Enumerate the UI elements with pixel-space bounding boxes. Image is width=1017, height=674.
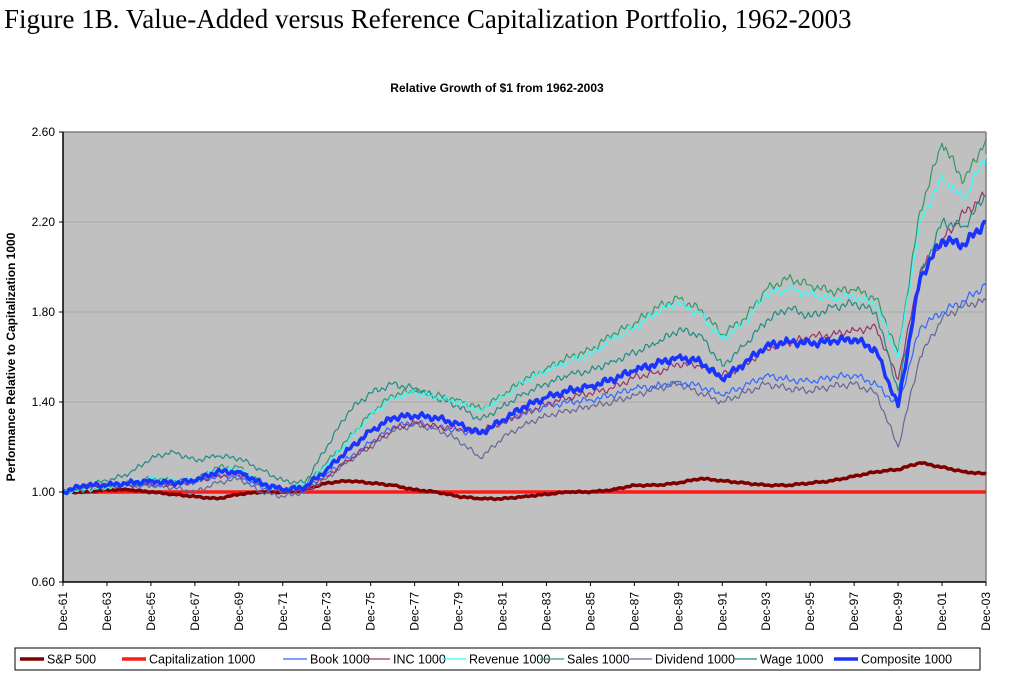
- y-tick-label: 2.60: [32, 125, 56, 139]
- series-line-inc-1000: [62, 191, 987, 495]
- x-tick-label: Dec-93: [759, 592, 773, 631]
- x-tick-label: Dec-73: [320, 592, 334, 631]
- y-tick-label: 1.80: [32, 305, 56, 319]
- y-tick-label: 1.00: [32, 485, 56, 499]
- x-tick-label: Dec-67: [188, 592, 202, 631]
- legend-label: Book 1000: [310, 653, 370, 667]
- figure-title: Figure 1B. Value-Added versus Reference …: [4, 4, 852, 34]
- y-tick-label: 0.60: [32, 575, 56, 589]
- x-tick-label: Dec-85: [583, 592, 597, 631]
- legend-label: S&P 500: [47, 653, 96, 667]
- x-tick-label: Dec-69: [232, 592, 246, 631]
- legend: S&P 500 Capitalization 1000 Book 1000 INC 1…: [20, 653, 952, 667]
- series-line-composite-1000: [62, 219, 987, 496]
- x-tick-label: Dec-89: [671, 592, 685, 631]
- x-tick-label: Dec-99: [891, 592, 905, 631]
- axes: [62, 132, 986, 583]
- series-line-sales-1000: [62, 138, 987, 494]
- x-tick-label: Dec-83: [539, 592, 553, 631]
- y-ticks: 0.60 1.00 1.40 1.80 2.20 2.60: [32, 125, 63, 589]
- x-tick-label: Dec-61: [56, 592, 70, 631]
- legend-label: Sales 1000: [567, 653, 630, 667]
- x-tick-label: Dec-87: [627, 592, 641, 631]
- legend-label: Capitalization 1000: [149, 653, 255, 667]
- x-tick-label: Dec-95: [803, 592, 817, 631]
- legend-box: [14, 647, 981, 671]
- y-axis-label: Performance Relative to Capitalization 1…: [4, 232, 18, 481]
- legend-label: INC 1000: [393, 653, 446, 667]
- plot-area: [63, 132, 986, 582]
- chart-title: Relative Growth of $1 from 1962-2003: [390, 81, 604, 95]
- x-tick-label: Dec-71: [276, 592, 290, 631]
- x-tick-label: Dec-91: [715, 592, 729, 631]
- legend-label: Wage 1000: [760, 653, 824, 667]
- x-tick-label: Dec-63: [100, 592, 114, 631]
- x-tick-label: Dec-81: [496, 592, 510, 631]
- legend-label: Dividend 1000: [655, 653, 735, 667]
- x-tick-label: Dec-65: [144, 592, 158, 631]
- x-ticks: Dec-61 Dec-63 Dec-65 Dec-67 Dec-69 Dec-71 Dec-…: [56, 582, 993, 631]
- x-tick-label: Dec-77: [408, 592, 422, 631]
- y-tick-label: 1.40: [32, 395, 56, 409]
- series-line-s-p-500: [62, 460, 987, 502]
- series-line-wage-1000: [62, 194, 987, 493]
- x-tick-label: Dec-03: [979, 592, 993, 631]
- x-tick-label: Dec-75: [364, 592, 378, 631]
- x-tick-label: Dec-01: [935, 592, 949, 631]
- legend-label: Revenue 1000: [469, 653, 550, 667]
- x-tick-label: Dec-79: [452, 592, 466, 631]
- series-layer: [62, 138, 987, 502]
- series-line-dividend-1000: [62, 298, 987, 499]
- x-tick-label: Dec-97: [847, 592, 861, 631]
- legend-label: Composite 1000: [861, 653, 952, 667]
- y-tick-label: 2.20: [32, 215, 56, 229]
